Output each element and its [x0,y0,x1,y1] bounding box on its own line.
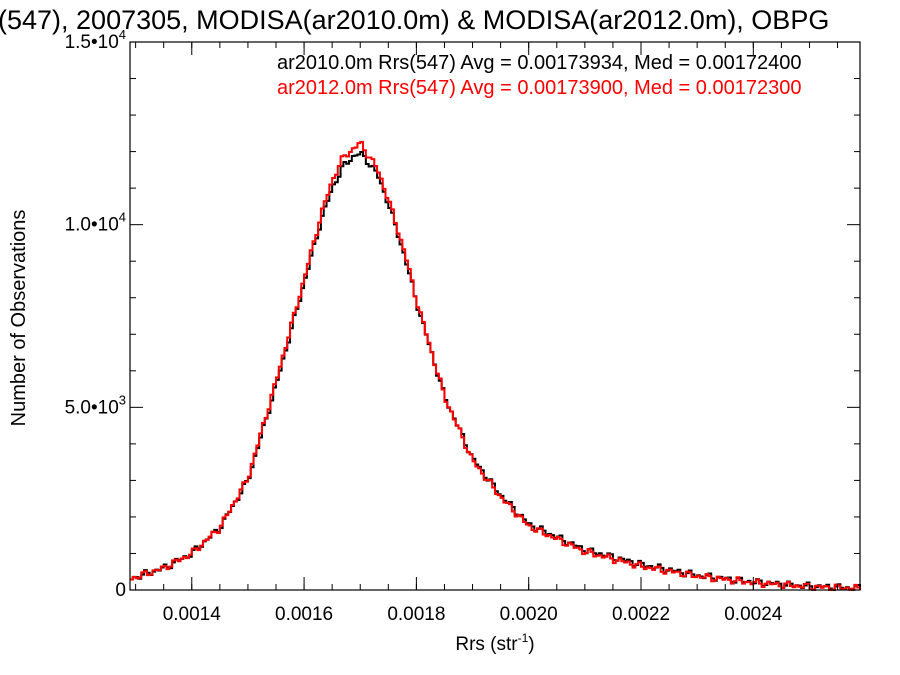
x-axis-label-superscript: -1 [518,631,529,645]
y-tick-mantissa: 1.5•10 [65,32,119,53]
y-tick-label: 5.0•103 [65,392,126,418]
x-tick-label: 0.0014 [163,604,222,625]
legend-entry-2: ar2012.0m Rrs(547) Avg = 0.00173900, Med… [277,77,801,99]
x-axis-label-text: Rrs (str [455,634,518,655]
y-tick-label: 1.5•104 [65,27,126,53]
y-axis-label: Number of Observations [8,210,30,427]
x-tick-label: 0.0024 [724,604,783,625]
plot-frame [129,41,861,591]
y-tick-exponent: 4 [119,27,126,42]
y-tick-mantissa: 5.0•10 [65,397,119,418]
axes-group: 0.0014 0.0016 0.0018 0.0020 0.0022 0.0024 0 5.0… [65,27,861,625]
y-tick-exponent: 4 [119,210,126,225]
x-tick-label: 0.0020 [500,604,558,625]
series-line-2 [130,140,861,591]
y-tick-label: 1.0•104 [65,210,126,236]
x-axis-label: Rrs (str-1) [455,631,534,655]
y-tick-exponent: 3 [119,392,126,407]
y-tick-mantissa: 0 [115,580,126,601]
y-tick-mantissa: 1.0•10 [65,215,119,236]
chart-title: (547), 2007305, MODISA(ar2010.0m) & MODI… [0,5,829,35]
y-tick-label: 0 [115,580,126,601]
x-tick-label: 0.0016 [275,604,333,625]
legend-entry-1: ar2010.0m Rrs(547) Avg = 0.00173934, Med… [277,52,801,74]
x-tick-label: 0.0022 [612,604,670,625]
legend: ar2010.0m Rrs(547) Avg = 0.00173934, Med… [277,52,801,99]
x-tick-label: 0.0018 [387,604,445,625]
series-group [130,140,861,591]
x-axis-label-close: ) [528,634,534,655]
